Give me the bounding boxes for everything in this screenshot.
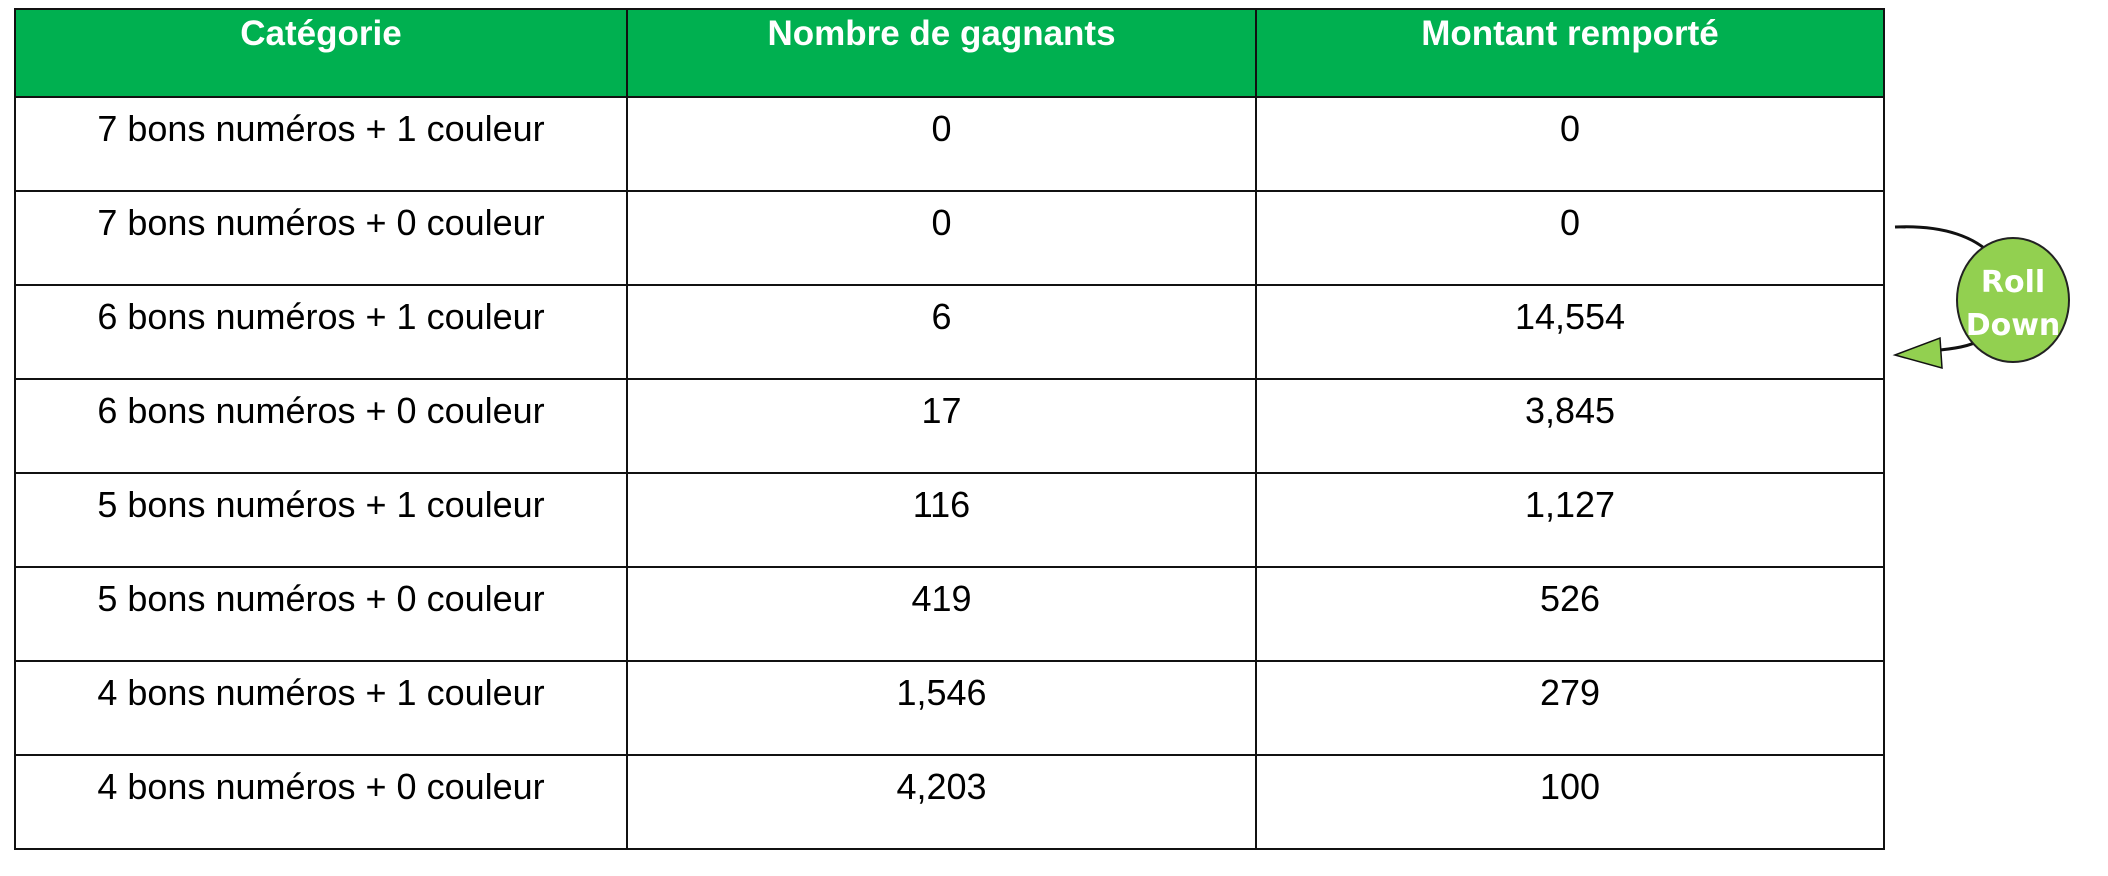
roll-down-circle (1956, 237, 2070, 363)
cell-category: 6 bons numéros + 1 couleur (14, 284, 628, 380)
cell-category: 4 bons numéros + 0 couleur (14, 754, 628, 850)
cell-winners: 17 (626, 378, 1257, 474)
table-row: 4 bons numéros + 0 couleur 4,203 100 (14, 754, 1885, 850)
cell-category: 7 bons numéros + 0 couleur (14, 190, 628, 286)
table-row: 6 bons numéros + 0 couleur 17 3,845 (14, 378, 1885, 474)
header-category: Catégorie (14, 8, 628, 98)
header-winners: Nombre de gagnants (626, 8, 1257, 98)
arrow-head-icon (1892, 336, 1943, 370)
cell-amount: 14,554 (1255, 284, 1885, 380)
cell-winners: 0 (626, 190, 1257, 286)
cell-category: 6 bons numéros + 0 couleur (14, 378, 628, 474)
roll-down-line1: Roll (1981, 265, 2045, 300)
header-row: Catégorie Nombre de gagnants Montant rem… (14, 8, 1885, 98)
cell-category: 7 bons numéros + 1 couleur (14, 96, 628, 192)
table-row: 6 bons numéros + 1 couleur 6 14,554 (14, 284, 1885, 380)
cell-amount: 0 (1255, 190, 1885, 286)
cell-category: 4 bons numéros + 1 couleur (14, 660, 628, 756)
cell-amount: 1,127 (1255, 472, 1885, 568)
cell-amount: 3,845 (1255, 378, 1885, 474)
cell-amount: 279 (1255, 660, 1885, 756)
cell-category: 5 bons numéros + 1 couleur (14, 472, 628, 568)
results-table: Catégorie Nombre de gagnants Montant rem… (14, 8, 1885, 850)
cell-winners: 6 (626, 284, 1257, 380)
cell-category: 5 bons numéros + 0 couleur (14, 566, 628, 662)
cell-amount: 526 (1255, 566, 1885, 662)
roll-down-annotation: Roll Down (1892, 225, 2070, 370)
header-amount: Montant remporté (1255, 8, 1885, 98)
cell-winners: 4,203 (626, 754, 1257, 850)
cell-winners: 116 (626, 472, 1257, 568)
cell-amount: 0 (1255, 96, 1885, 192)
table-row: 7 bons numéros + 1 couleur 0 0 (14, 96, 1885, 192)
cell-amount: 100 (1255, 754, 1885, 850)
table-row: 7 bons numéros + 0 couleur 0 0 (14, 190, 1885, 286)
cell-winners: 1,546 (626, 660, 1257, 756)
cell-winners: 0 (626, 96, 1257, 192)
roll-down-line2: Down (1966, 308, 2061, 343)
table-row: 5 bons numéros + 1 couleur 116 1,127 (14, 472, 1885, 568)
table-row: 5 bons numéros + 0 couleur 419 526 (14, 566, 1885, 662)
cell-winners: 419 (626, 566, 1257, 662)
table-row: 4 bons numéros + 1 couleur 1,546 279 (14, 660, 1885, 756)
